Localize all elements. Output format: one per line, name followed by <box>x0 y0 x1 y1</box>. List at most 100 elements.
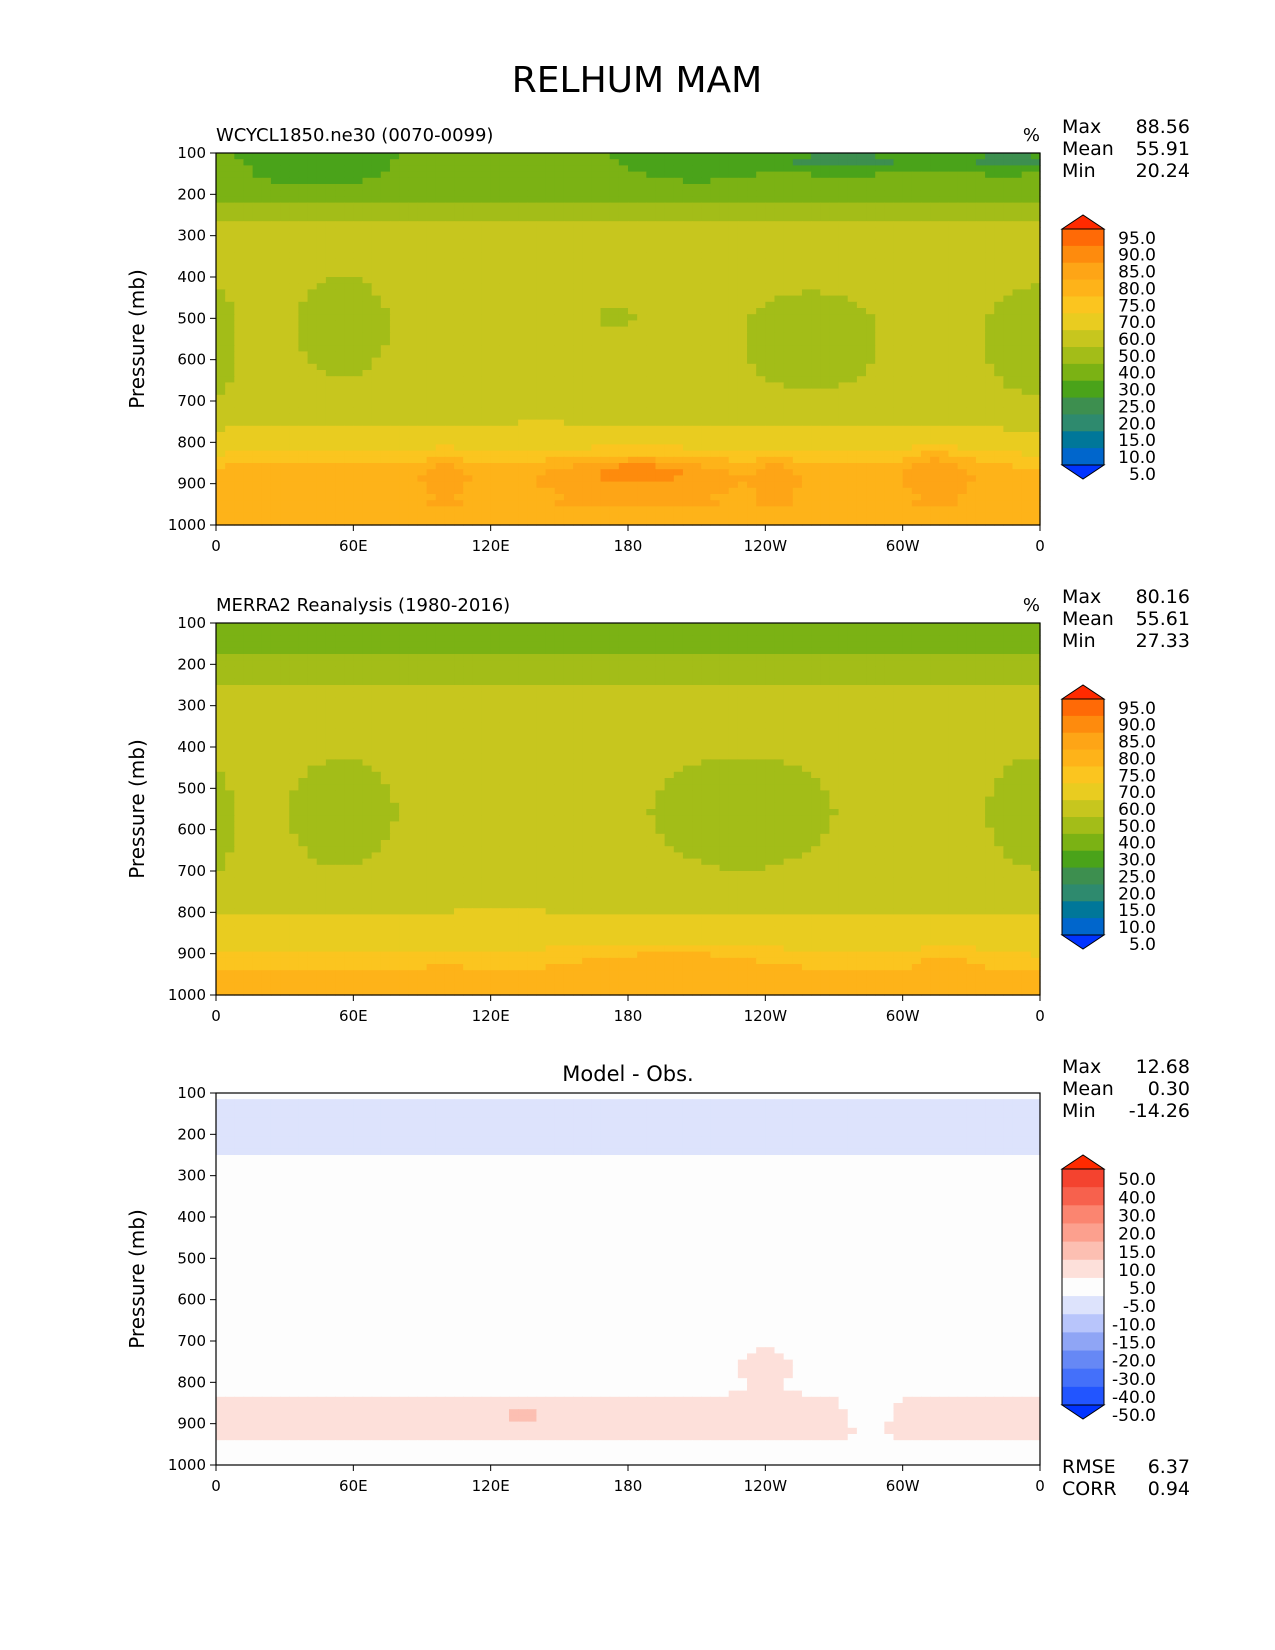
heatmap-cell <box>847 444 858 452</box>
heatmap-cell <box>866 165 876 173</box>
heatmap-cell <box>289 314 299 321</box>
heatmap-cell <box>801 264 812 272</box>
heatmap-cell <box>682 351 693 359</box>
heatmap-cell <box>270 394 281 402</box>
heatmap-cell <box>289 481 299 489</box>
heatmap-cell <box>820 252 831 259</box>
heatmap-cell <box>389 413 400 421</box>
heatmap-cell <box>801 388 812 396</box>
heatmap-cell <box>628 487 638 495</box>
heatmap-cell <box>298 233 309 241</box>
heatmap-cell <box>536 246 547 253</box>
heatmap-cell <box>875 382 885 390</box>
heatmap-cell <box>399 357 409 365</box>
heatmap-cell <box>563 326 574 334</box>
heatmap-cell <box>637 320 647 328</box>
heatmap-cell <box>316 239 327 247</box>
heatmap-cell <box>252 425 263 433</box>
heatmap-cell <box>573 246 583 253</box>
heatmap-cell <box>316 314 327 321</box>
heatmap-cell <box>527 401 538 408</box>
heatmap-cell <box>270 270 281 278</box>
heatmap-cell <box>289 270 299 278</box>
heatmap-cell <box>609 463 620 470</box>
heatmap-cell <box>1030 450 1041 458</box>
heatmap-cell <box>216 357 226 365</box>
heatmap-cell <box>481 153 492 160</box>
heatmap-cell <box>298 171 309 179</box>
heatmap-cell <box>389 165 400 173</box>
heatmap-cell <box>545 221 556 228</box>
heatmap-cell <box>655 184 666 191</box>
heatmap-cell <box>554 444 565 452</box>
heatmap-cell <box>289 487 299 495</box>
heatmap-cell <box>966 227 977 235</box>
heatmap-cell <box>325 407 336 414</box>
heatmap-cell <box>408 301 419 309</box>
heatmap-cell <box>225 481 235 489</box>
heatmap-cell <box>957 165 968 173</box>
heatmap-cell <box>737 432 748 439</box>
heatmap-cell <box>820 227 831 235</box>
heatmap-cell <box>508 233 519 241</box>
heatmap-cell <box>801 481 812 489</box>
heatmap-cell <box>582 301 592 309</box>
heatmap-cell <box>545 208 556 216</box>
heatmap-cell <box>289 339 299 346</box>
heatmap-cell <box>563 432 574 439</box>
heatmap-cell <box>518 208 528 216</box>
heatmap-cell <box>856 301 867 309</box>
heatmap-cell <box>994 246 1004 253</box>
heatmap-cell <box>920 264 931 272</box>
heatmap-cell <box>234 363 245 371</box>
heatmap-cell <box>389 487 400 495</box>
heatmap-cell <box>756 438 766 445</box>
heatmap-cell <box>582 239 592 247</box>
heatmap-cell <box>490 252 501 259</box>
heatmap-cell <box>417 494 428 501</box>
heatmap-cell <box>930 432 940 439</box>
heatmap-cell <box>948 339 959 346</box>
heatmap-cell <box>454 196 464 204</box>
heatmap-cell <box>371 444 382 452</box>
heatmap-cell <box>783 444 794 452</box>
heatmap-cell <box>820 401 831 408</box>
heatmap-cell <box>939 456 950 464</box>
heatmap-cell <box>646 202 657 210</box>
heatmap-cell <box>1021 184 1032 191</box>
heatmap-cell <box>948 258 959 266</box>
heatmap-cell <box>481 215 492 222</box>
heatmap-cell <box>389 475 400 483</box>
heatmap-cell <box>829 326 840 334</box>
heatmap-cell <box>536 283 547 290</box>
heatmap-cell <box>966 283 977 290</box>
heatmap-cell <box>774 227 785 235</box>
heatmap-cell <box>417 270 428 278</box>
heatmap-cell <box>573 382 583 390</box>
heatmap-cell <box>847 246 858 253</box>
heatmap-cell <box>225 456 235 464</box>
heatmap-cell <box>435 159 446 166</box>
heatmap-cell <box>829 469 840 476</box>
heatmap-cell <box>856 295 867 303</box>
heatmap-cell <box>408 463 419 470</box>
heatmap-cell <box>985 252 995 259</box>
heatmap-cell <box>893 339 904 346</box>
heatmap-cell <box>719 221 730 228</box>
heatmap-cell <box>682 277 693 284</box>
heatmap-cell <box>417 450 428 458</box>
heatmap-cell <box>362 227 373 235</box>
heatmap-cell <box>408 320 419 328</box>
heatmap-cell <box>866 469 876 476</box>
heatmap-cell <box>527 419 538 427</box>
heatmap-cell <box>289 401 299 408</box>
heatmap-cell <box>838 264 849 272</box>
heatmap-cell <box>454 320 464 328</box>
heatmap-cell <box>545 481 556 489</box>
heatmap-cell <box>298 227 309 235</box>
heatmap-cell <box>289 407 299 414</box>
heatmap-cell <box>454 295 464 303</box>
heatmap-cell <box>472 376 483 383</box>
heatmap-cell <box>353 494 364 501</box>
heatmap-cell <box>252 345 263 352</box>
